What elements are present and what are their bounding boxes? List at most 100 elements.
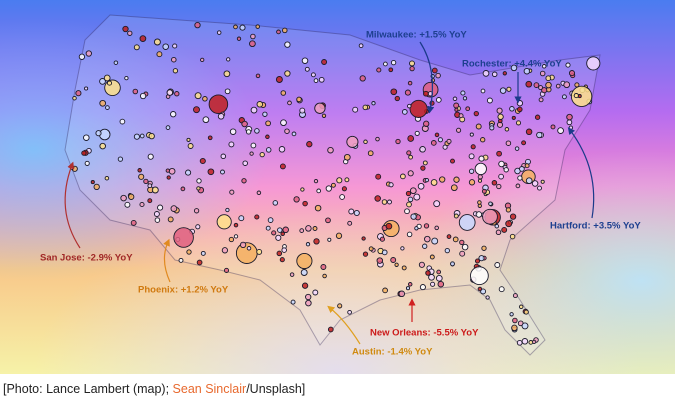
city-dot <box>358 43 364 49</box>
city-dot <box>280 119 287 127</box>
city-dot <box>78 53 86 60</box>
city-dot <box>327 146 334 154</box>
annotation: Phoenix: +1.2% YoY <box>138 285 229 296</box>
city-dot <box>289 272 295 277</box>
city-dot <box>272 200 279 206</box>
city-dot <box>505 140 512 146</box>
city-dot <box>557 127 564 134</box>
city-dot <box>407 170 414 177</box>
city-dot <box>301 282 309 289</box>
city-dot <box>106 80 113 86</box>
city-dot <box>154 217 161 223</box>
city-dot <box>316 188 322 194</box>
city-dot <box>379 236 385 242</box>
city-dot <box>488 201 493 206</box>
city-dot <box>178 257 184 263</box>
city-dot <box>325 217 331 224</box>
city-dot <box>194 21 201 29</box>
city-dot <box>72 95 77 101</box>
caption-link[interactable]: Sean Sinclair <box>172 382 247 396</box>
city-dot <box>162 43 169 50</box>
city-dot <box>196 259 203 266</box>
city-dot <box>410 213 417 220</box>
city-dot <box>321 113 327 118</box>
city-dot <box>362 251 369 257</box>
city-dot <box>555 83 561 89</box>
city-dot <box>419 284 426 291</box>
city-dot <box>509 312 514 317</box>
city-dot <box>228 236 235 243</box>
city-dot <box>499 87 507 94</box>
city-dot <box>517 106 523 113</box>
city-dot <box>130 219 137 226</box>
city-dot <box>504 127 510 132</box>
city-dot <box>494 262 501 268</box>
arrows <box>64 41 595 345</box>
city-dot <box>376 67 382 73</box>
city-dots <box>69 21 601 346</box>
city-dot <box>284 41 291 48</box>
city-dot <box>540 179 545 184</box>
city-dot <box>417 182 425 190</box>
city-dot <box>423 90 429 97</box>
city-dot <box>132 88 139 95</box>
city-dot <box>435 274 443 282</box>
city-dot <box>93 183 100 191</box>
city-dot <box>452 96 458 102</box>
city-dot <box>166 175 171 180</box>
city-dot <box>413 193 421 201</box>
city-dot <box>541 64 547 69</box>
city-dot <box>401 265 407 271</box>
city-dot <box>186 137 191 142</box>
city-dot <box>199 157 206 165</box>
city-dot <box>375 173 382 180</box>
city-dot <box>521 140 527 146</box>
city-dot <box>390 257 397 263</box>
city-dot <box>296 252 313 270</box>
city-dot <box>446 234 452 239</box>
city-dot <box>400 173 406 180</box>
city-dot <box>375 136 380 142</box>
city-dot <box>474 162 487 176</box>
city-dot <box>534 114 541 120</box>
city-dot <box>433 200 441 208</box>
city-dot <box>99 142 106 150</box>
city-dot <box>406 231 413 238</box>
city-dot <box>173 227 194 248</box>
city-dot <box>249 40 256 48</box>
city-dot <box>207 135 213 141</box>
city-dot <box>235 242 258 264</box>
city-dot <box>480 288 487 295</box>
city-dot <box>436 269 442 275</box>
city-dot <box>305 299 312 307</box>
city-dot <box>128 193 135 200</box>
city-dot <box>506 86 512 92</box>
city-dot <box>407 103 412 109</box>
city-dot <box>518 304 524 310</box>
city-dot <box>531 180 539 187</box>
city-dot <box>550 124 556 130</box>
city-dot <box>574 82 580 88</box>
city-dot <box>233 234 239 239</box>
city-dot <box>512 293 518 299</box>
city-dot <box>430 140 437 146</box>
city-dot <box>437 137 443 143</box>
city-dot <box>124 75 129 81</box>
city-dot <box>502 71 507 76</box>
city-dot <box>313 78 319 83</box>
city-dot <box>409 65 415 72</box>
city-dot <box>223 267 230 273</box>
city-dot <box>302 200 308 207</box>
city-dot <box>460 90 466 96</box>
city-dot <box>124 201 131 208</box>
city-dot <box>348 208 355 215</box>
caption: [Photo: Lance Lambert (map); Sean Sincla… <box>3 382 305 396</box>
city-dot <box>172 43 178 49</box>
city-dot <box>568 125 574 130</box>
city-dot <box>296 96 302 103</box>
city-dot <box>220 169 225 175</box>
city-dot <box>419 146 426 153</box>
caption-text: /Unsplash] <box>246 382 306 396</box>
city-dot <box>409 99 428 118</box>
city-dot <box>515 183 521 189</box>
